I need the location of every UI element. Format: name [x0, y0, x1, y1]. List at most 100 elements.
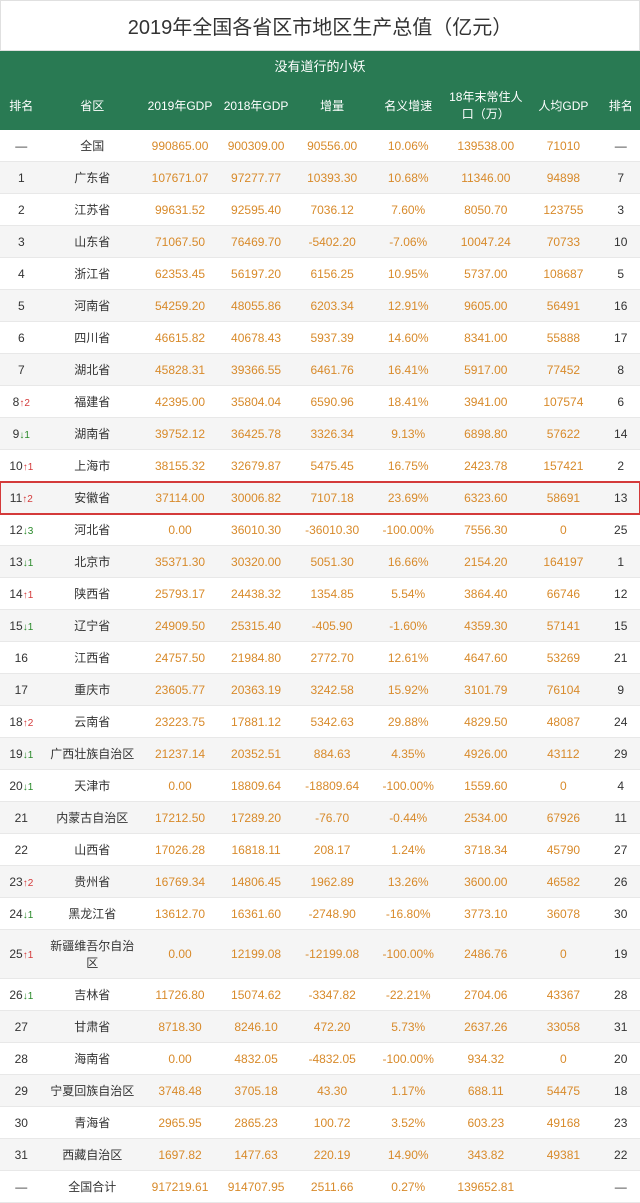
cell: 2 — [0, 194, 43, 226]
cell: 0.27% — [370, 1171, 446, 1203]
cell: 30320.00 — [218, 546, 294, 578]
cell: 92595.40 — [218, 194, 294, 226]
cell: 2704.06 — [446, 979, 525, 1011]
cell: 10↑1 — [0, 450, 43, 482]
cell: 15074.62 — [218, 979, 294, 1011]
cell: 6898.80 — [446, 418, 525, 450]
col-header: 人均GDP — [525, 80, 601, 130]
cell: 53269 — [525, 642, 601, 674]
cell: 17 — [0, 674, 43, 706]
table-row: 2江苏省99631.5292595.407036.127.60%8050.701… — [0, 194, 640, 226]
cell: 5917.00 — [446, 354, 525, 386]
cell: 3242.58 — [294, 674, 370, 706]
cell: 福建省 — [43, 386, 142, 418]
col-header: 增量 — [294, 80, 370, 130]
cell: 71010 — [525, 130, 601, 162]
cell: 3864.40 — [446, 578, 525, 610]
cell: 16 — [601, 290, 640, 322]
cell: 4359.30 — [446, 610, 525, 642]
cell: 18809.64 — [218, 770, 294, 802]
table-row: 19↓1广西壮族自治区21237.1420352.51884.634.35%49… — [0, 738, 640, 770]
cell: 54475 — [525, 1075, 601, 1107]
cell: 6323.60 — [446, 482, 525, 514]
cell: 4829.50 — [446, 706, 525, 738]
cell: 25↑1 — [0, 930, 43, 979]
cell: 934.32 — [446, 1043, 525, 1075]
table-row: 12↓3河北省0.0036010.30-36010.30-100.00%7556… — [0, 514, 640, 546]
cell: 0.00 — [142, 930, 218, 979]
cell: 3326.34 — [294, 418, 370, 450]
cell: 5342.63 — [294, 706, 370, 738]
cell: 23 — [601, 1107, 640, 1139]
cell: 10 — [601, 226, 640, 258]
cell: 内蒙古自治区 — [43, 802, 142, 834]
cell: 36078 — [525, 898, 601, 930]
table-row: 8↑2福建省42395.0035804.046590.9618.41%3941.… — [0, 386, 640, 418]
table-row: 20↓1天津市0.0018809.64-18809.64-100.00%1559… — [0, 770, 640, 802]
cell: 23223.75 — [142, 706, 218, 738]
cell: 新疆维吾尔自治区 — [43, 930, 142, 979]
cell: 56197.20 — [218, 258, 294, 290]
cell: 2965.95 — [142, 1107, 218, 1139]
cell: 20 — [601, 1043, 640, 1075]
cell: 46582 — [525, 866, 601, 898]
cell: 1962.89 — [294, 866, 370, 898]
cell: -22.21% — [370, 979, 446, 1011]
cell: 14.90% — [370, 1139, 446, 1171]
table-row: —全国990865.00900309.0090556.0010.06%13953… — [0, 130, 640, 162]
cell: 8↑2 — [0, 386, 43, 418]
cell: 24↓1 — [0, 898, 43, 930]
cell: 29 — [0, 1075, 43, 1107]
cell: 0 — [525, 1043, 601, 1075]
table-row: 27甘肃省8718.308246.10472.205.73%2637.26330… — [0, 1011, 640, 1043]
cell: 28 — [601, 979, 640, 1011]
cell: 43367 — [525, 979, 601, 1011]
table-row: 16江西省24757.5021984.802772.7012.61%4647.6… — [0, 642, 640, 674]
cell: 3101.79 — [446, 674, 525, 706]
cell: 1477.63 — [218, 1139, 294, 1171]
cell: 1 — [601, 546, 640, 578]
cell: 14.60% — [370, 322, 446, 354]
cell: 37114.00 — [142, 482, 218, 514]
cell — [525, 1171, 601, 1203]
cell: 26↓1 — [0, 979, 43, 1011]
table-row: 7湖北省45828.3139366.556461.7616.41%5917.00… — [0, 354, 640, 386]
table-row: 5河南省54259.2048055.866203.3412.91%9605.00… — [0, 290, 640, 322]
cell: 107671.07 — [142, 162, 218, 194]
cell: 3941.00 — [446, 386, 525, 418]
cell: 0.00 — [142, 1043, 218, 1075]
cell: 30 — [601, 898, 640, 930]
cell: -100.00% — [370, 770, 446, 802]
cell: 49168 — [525, 1107, 601, 1139]
cell: 贵州省 — [43, 866, 142, 898]
cell: 11726.80 — [142, 979, 218, 1011]
cell: 12.91% — [370, 290, 446, 322]
cell: 49381 — [525, 1139, 601, 1171]
cell: 上海市 — [43, 450, 142, 482]
cell: 39752.12 — [142, 418, 218, 450]
cell: 17212.50 — [142, 802, 218, 834]
cell: 43.30 — [294, 1075, 370, 1107]
cell: -405.90 — [294, 610, 370, 642]
cell: -100.00% — [370, 930, 446, 979]
cell: 884.63 — [294, 738, 370, 770]
cell: 14 — [601, 418, 640, 450]
cell: -7.06% — [370, 226, 446, 258]
cell: 18 — [601, 1075, 640, 1107]
cell: 3 — [0, 226, 43, 258]
cell: 湖南省 — [43, 418, 142, 450]
cell: 广东省 — [43, 162, 142, 194]
cell: 3748.48 — [142, 1075, 218, 1107]
cell: 15↓1 — [0, 610, 43, 642]
cell: 3718.34 — [446, 834, 525, 866]
cell: 1.24% — [370, 834, 446, 866]
cell: 30 — [0, 1107, 43, 1139]
cell: 108687 — [525, 258, 601, 290]
cell: 33058 — [525, 1011, 601, 1043]
cell: 97277.77 — [218, 162, 294, 194]
cell: 宁夏回族自治区 — [43, 1075, 142, 1107]
cell: 35804.04 — [218, 386, 294, 418]
cell: 8050.70 — [446, 194, 525, 226]
cell: 914707.95 — [218, 1171, 294, 1203]
cell: 45790 — [525, 834, 601, 866]
